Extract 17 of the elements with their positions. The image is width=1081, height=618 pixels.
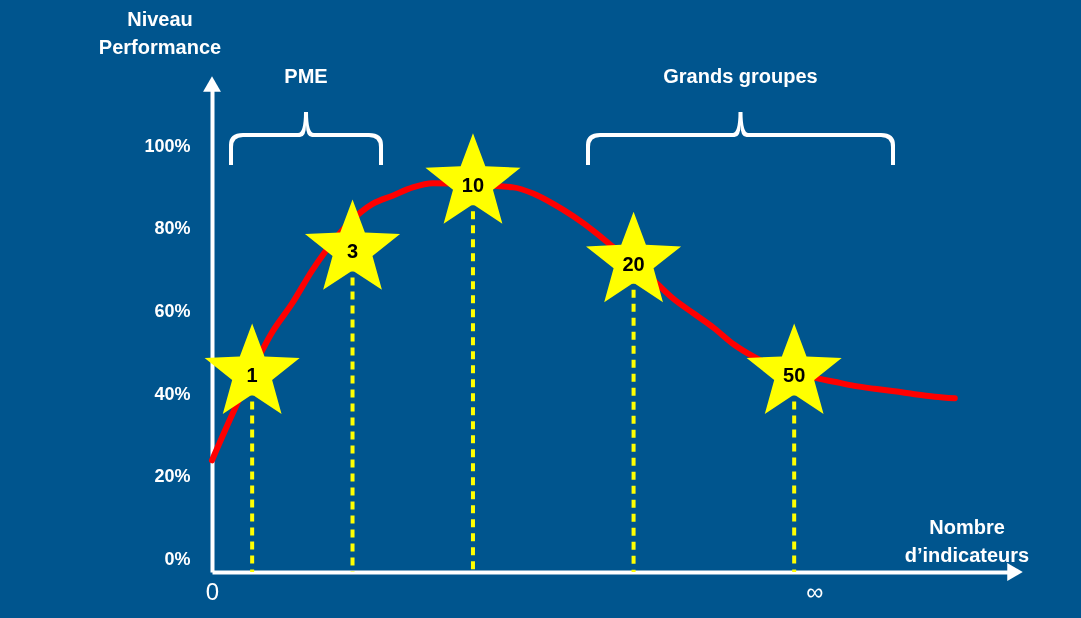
x-axis-title: Nombre d’indicateurs — [904, 516, 1030, 566]
annotation: 1 — [246, 364, 258, 387]
x-tick-label: 0 — [205, 577, 220, 605]
annotation: Grands groupes — [663, 65, 818, 87]
y-tick-label: 40% — [154, 383, 191, 404]
y-axis-title: Niveau Performance — [98, 8, 222, 58]
annotation: 10 — [461, 174, 485, 197]
y-tick-label: 0% — [164, 549, 191, 570]
annotation: 3 — [346, 240, 359, 263]
annotation: 50 — [783, 364, 806, 387]
annotation: 20 — [622, 252, 645, 275]
y-tick-label: 20% — [154, 466, 191, 487]
y-tick-label: 80% — [154, 218, 191, 239]
y-tick-label: 100% — [144, 135, 191, 156]
x-tick-label: ∞ — [806, 577, 824, 605]
annotation: PME — [284, 65, 328, 87]
y-tick-label: 60% — [154, 300, 191, 321]
